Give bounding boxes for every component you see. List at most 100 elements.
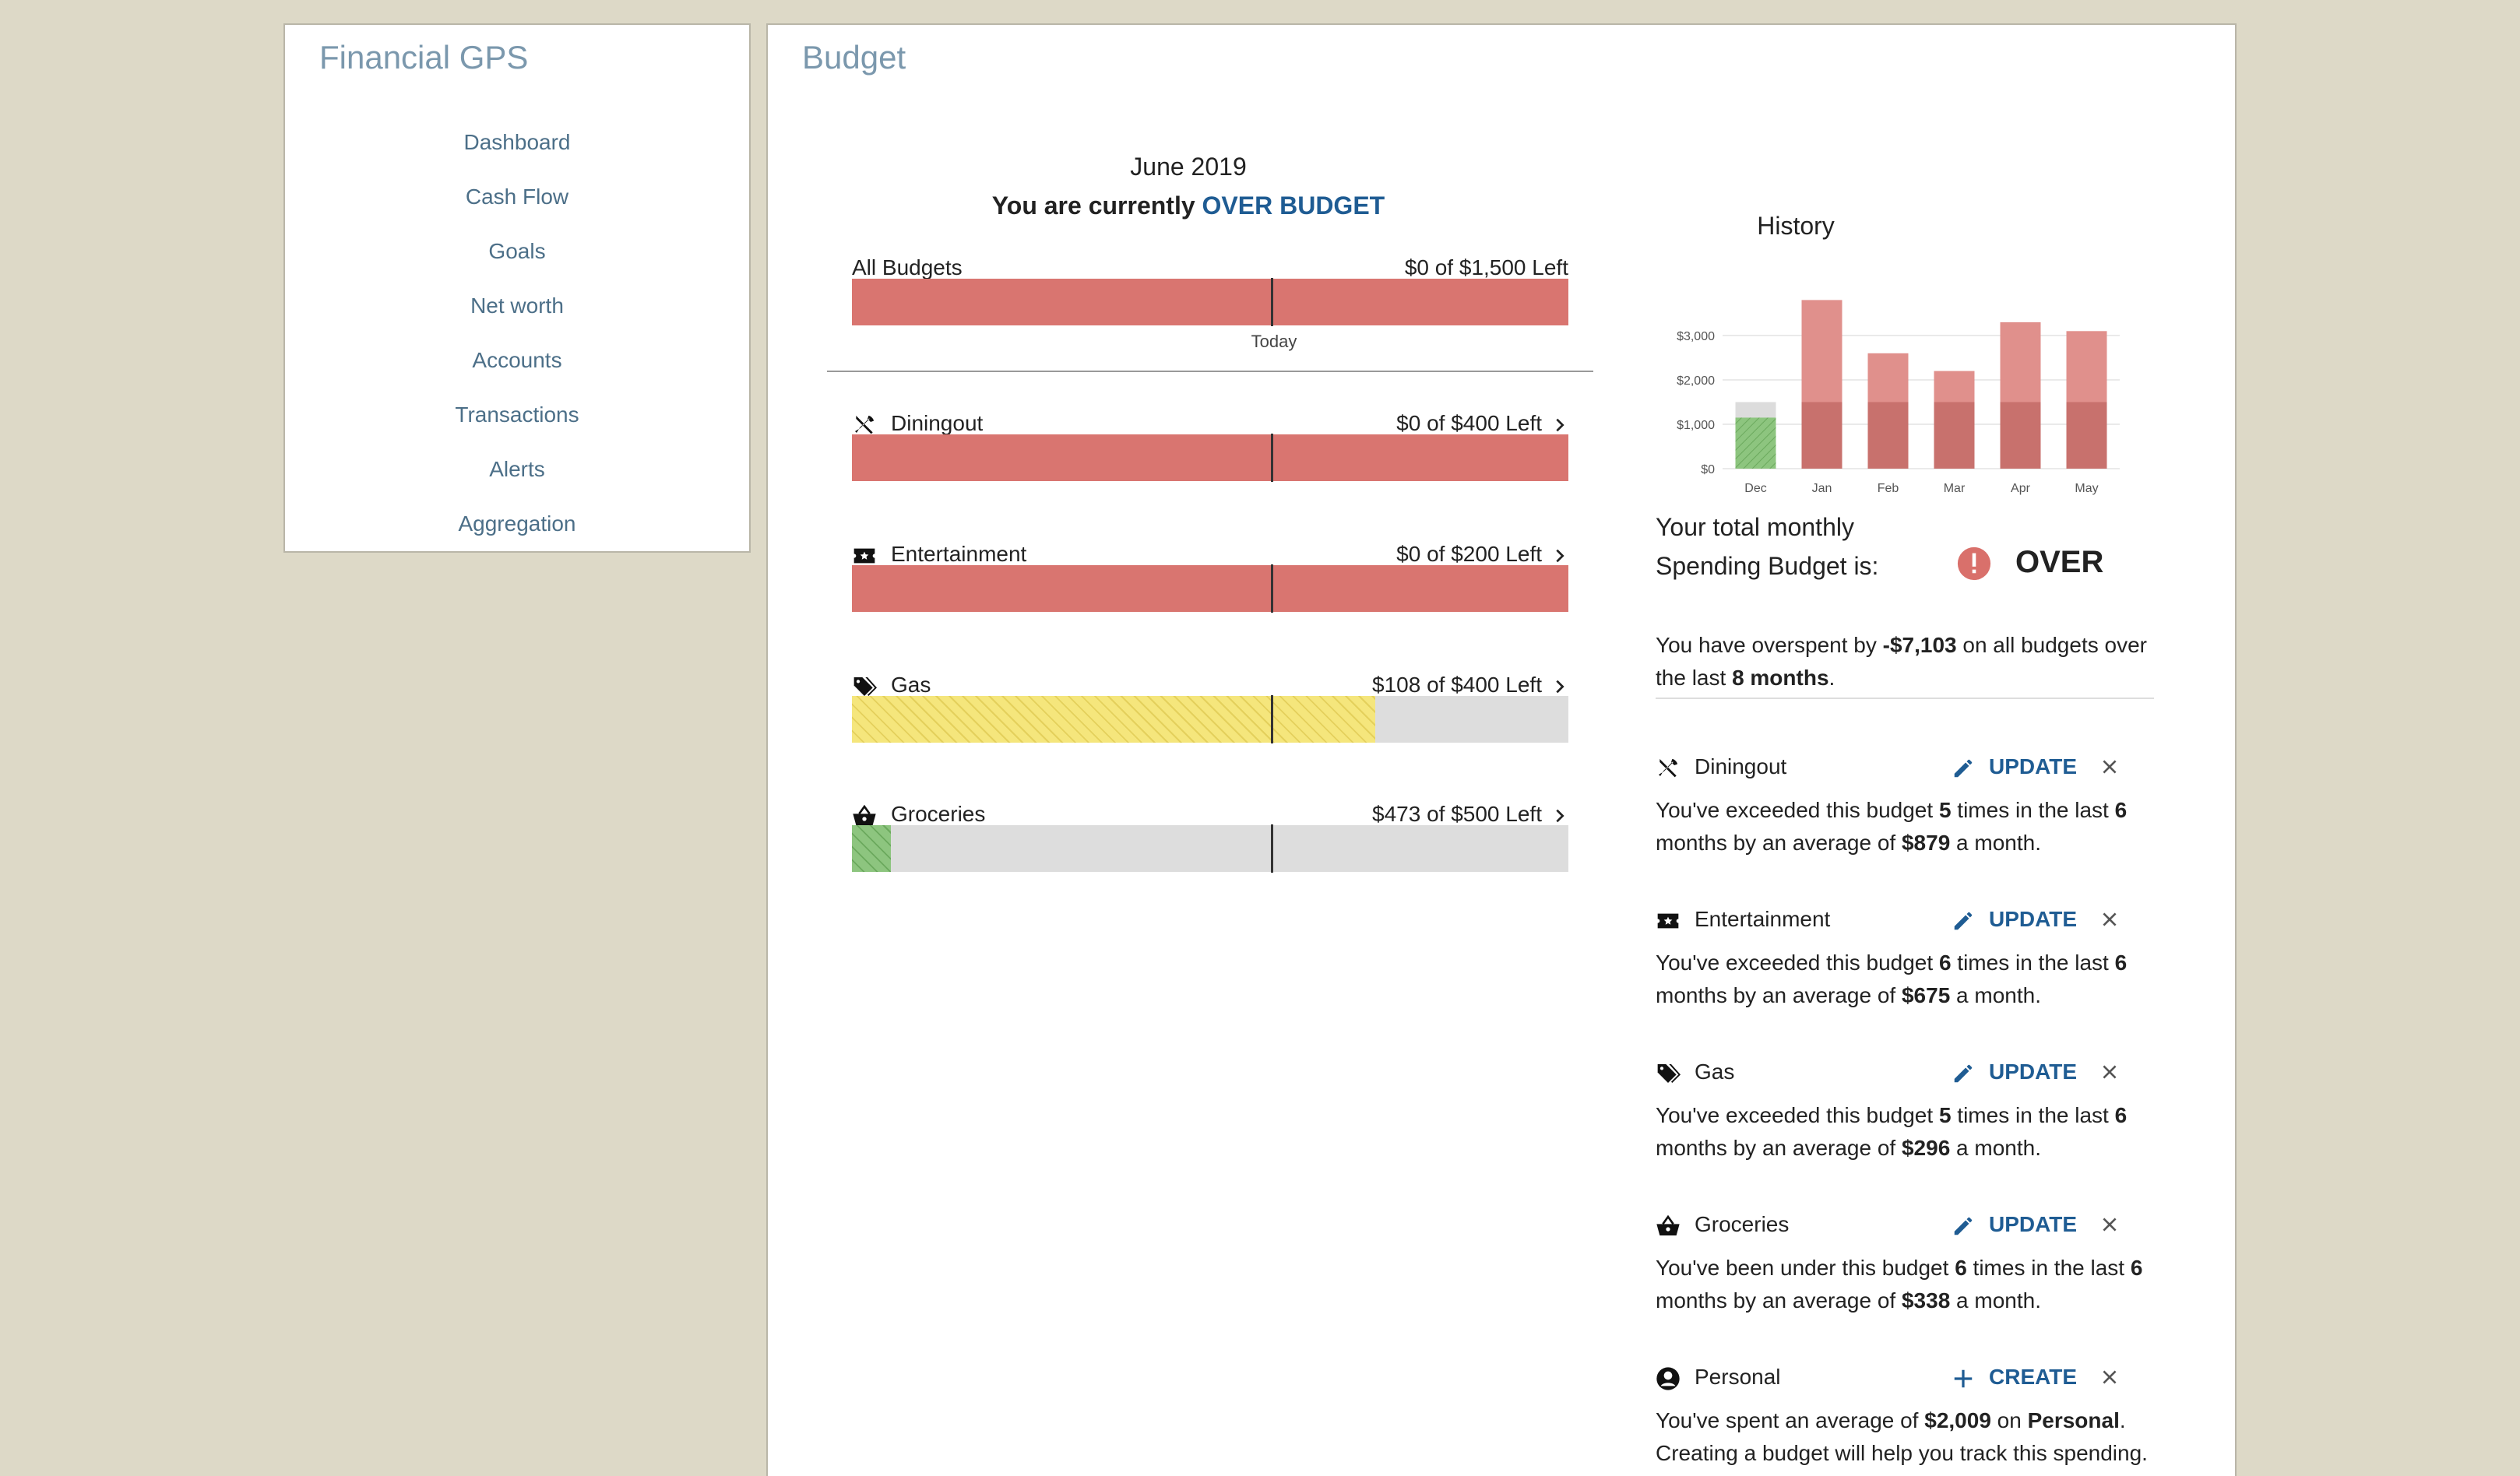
description-text: You've exceeded this budget	[1656, 951, 1939, 975]
category-diningout-link[interactable]: $0 of $400 Left	[1282, 411, 1568, 436]
divider	[1656, 698, 2154, 699]
status-prefix: You are currently	[991, 192, 1202, 220]
history-item-description: You've spent an average of $2,009 on Per…	[1656, 1404, 2154, 1470]
category-groceries-bar	[852, 824, 1568, 873]
pencil-icon	[1954, 1217, 1973, 1235]
description-value: $675	[1901, 983, 1951, 1007]
overspent-text: .	[1828, 666, 1835, 690]
today-marker	[1271, 824, 1274, 873]
bar-budget	[1867, 402, 1909, 469]
close-icon[interactable]	[2099, 757, 2120, 777]
description-value: 6	[1955, 1256, 1967, 1280]
description-value: 6	[2114, 951, 2128, 975]
close-icon[interactable]	[2099, 1062, 2120, 1082]
nav-item-alerts[interactable]: Alerts	[489, 457, 545, 481]
today-marker	[1271, 564, 1274, 613]
page-title: Budget	[802, 39, 906, 76]
close-icon[interactable]	[2099, 909, 2120, 930]
nav-item-dashboard[interactable]: Dashboard	[463, 130, 571, 154]
description-text: a month.	[1950, 1288, 2042, 1313]
category-name: Gas	[891, 673, 931, 697]
update-button[interactable]: UPDATE	[1952, 900, 2077, 939]
fork-knife-icon	[1659, 758, 1677, 777]
bar-budget	[2066, 402, 2107, 469]
tags-icon	[853, 676, 877, 696]
description-text: months by an average of	[1656, 983, 1902, 1007]
all-budgets-label: All Budgets	[852, 255, 963, 279]
history-item-name: Gas	[1656, 1053, 1734, 1091]
category-remaining: $108 of $400 Left	[1372, 673, 1542, 697]
category-groceries: Groceries	[852, 802, 985, 828]
history-item-groceries: Groceries UPDATE You've been under this …	[1656, 1205, 2154, 1317]
update-button[interactable]: UPDATE	[1952, 1053, 2077, 1091]
category-diningout-bar	[852, 434, 1568, 482]
description-value: 6	[2130, 1256, 2143, 1280]
pencil-icon	[1954, 912, 1973, 930]
chevron-right-icon	[1556, 680, 1564, 693]
description-value: 6	[1938, 951, 1952, 975]
description-value: 6	[2114, 1103, 2128, 1127]
update-button[interactable]: UPDATE	[1952, 1205, 2077, 1244]
close-icon[interactable]	[2099, 1367, 2120, 1387]
history-item-personal: Personal CREATE You've spent an average …	[1656, 1358, 2154, 1470]
action-label: UPDATE	[1989, 1060, 2078, 1084]
action-label: CREATE	[1989, 1365, 2078, 1389]
overspent-amount: -$7,103	[1882, 633, 1957, 657]
chevron-right-icon	[1556, 549, 1564, 562]
overspent-period: 8 months	[1732, 666, 1829, 690]
update-button[interactable]: UPDATE	[1952, 747, 2077, 786]
category-gas-link[interactable]: $108 of $400 Left	[1282, 673, 1568, 698]
user-circle-icon	[1656, 1366, 1680, 1390]
category-groceries-link[interactable]: $473 of $500 Left	[1282, 802, 1568, 827]
history-item-name: Diningout	[1656, 747, 1786, 786]
bar-budget	[1801, 402, 1842, 469]
nav-item-aggregation[interactable]: Aggregation	[458, 511, 576, 536]
category-groceries-fill	[852, 825, 891, 872]
action-label: UPDATE	[1989, 754, 2078, 778]
category-entertainment-link[interactable]: $0 of $200 Left	[1282, 542, 1568, 567]
budget-status: You are currently OVER BUDGET	[821, 192, 1556, 220]
main-panel: Budget June 2019 You are currently OVER …	[766, 23, 2237, 1476]
nav-item-cash-flow[interactable]: Cash Flow	[465, 184, 569, 209]
basket-icon	[1656, 1214, 1680, 1235]
history-item-description: You've exceeded this budget 5 times in t…	[1656, 794, 2154, 859]
today-label: Today	[1251, 332, 1297, 351]
category-name: Groceries	[891, 802, 986, 826]
category-remaining: $473 of $500 Left	[1372, 802, 1542, 826]
description-text: You've exceeded this budget	[1656, 798, 1939, 822]
fork-knife-icon	[855, 415, 874, 434]
description-text: a month.	[1950, 1136, 2042, 1160]
y-tick-label: $3,000	[1677, 330, 1715, 343]
description-text: a month.	[1950, 831, 2042, 855]
description-value: $2,009	[1924, 1408, 1991, 1432]
category-diningout: Diningout	[852, 411, 983, 438]
divider	[827, 371, 1593, 372]
today-marker	[1271, 695, 1274, 743]
nav-item-net-worth[interactable]: Net worth	[470, 293, 564, 318]
action-label: UPDATE	[1989, 1212, 2078, 1236]
x-tick-label: Feb	[1878, 482, 1899, 495]
pencil-icon	[1954, 759, 1973, 777]
ticket-icon	[853, 548, 875, 563]
category-diningout-fill	[852, 434, 1568, 481]
close-icon[interactable]	[2099, 1214, 2120, 1235]
history-item-gas: Gas UPDATE You've exceeded this budget 5…	[1656, 1053, 2154, 1165]
description-text: times in the last	[1966, 1256, 2131, 1280]
history-item-label: Groceries	[1695, 1212, 1790, 1236]
overspent-text: You have overspent by	[1656, 633, 1883, 657]
category-gas-bar	[852, 695, 1568, 743]
bar-budget	[1934, 402, 1975, 469]
create-button[interactable]: CREATE	[1952, 1358, 2077, 1397]
sidebar: Financial GPS Dashboard Cash Flow Goals …	[283, 23, 751, 553]
nav-item-accounts[interactable]: Accounts	[472, 348, 562, 372]
category-gas-fill	[852, 696, 1375, 743]
nav-item-transactions[interactable]: Transactions	[455, 402, 579, 427]
brand-title: Financial GPS	[319, 39, 529, 76]
history-item-description: You've exceeded this budget 6 times in t…	[1656, 947, 2154, 1012]
all-budgets-bar	[852, 278, 1568, 326]
all-budgets-fill	[852, 279, 1568, 325]
history-item-diningout: Diningout UPDATE You've exceeded this bu…	[1656, 747, 2154, 859]
category-gas: Gas	[852, 673, 931, 699]
nav-item-goals[interactable]: Goals	[488, 239, 546, 263]
total-status: OVER	[1956, 545, 2103, 582]
